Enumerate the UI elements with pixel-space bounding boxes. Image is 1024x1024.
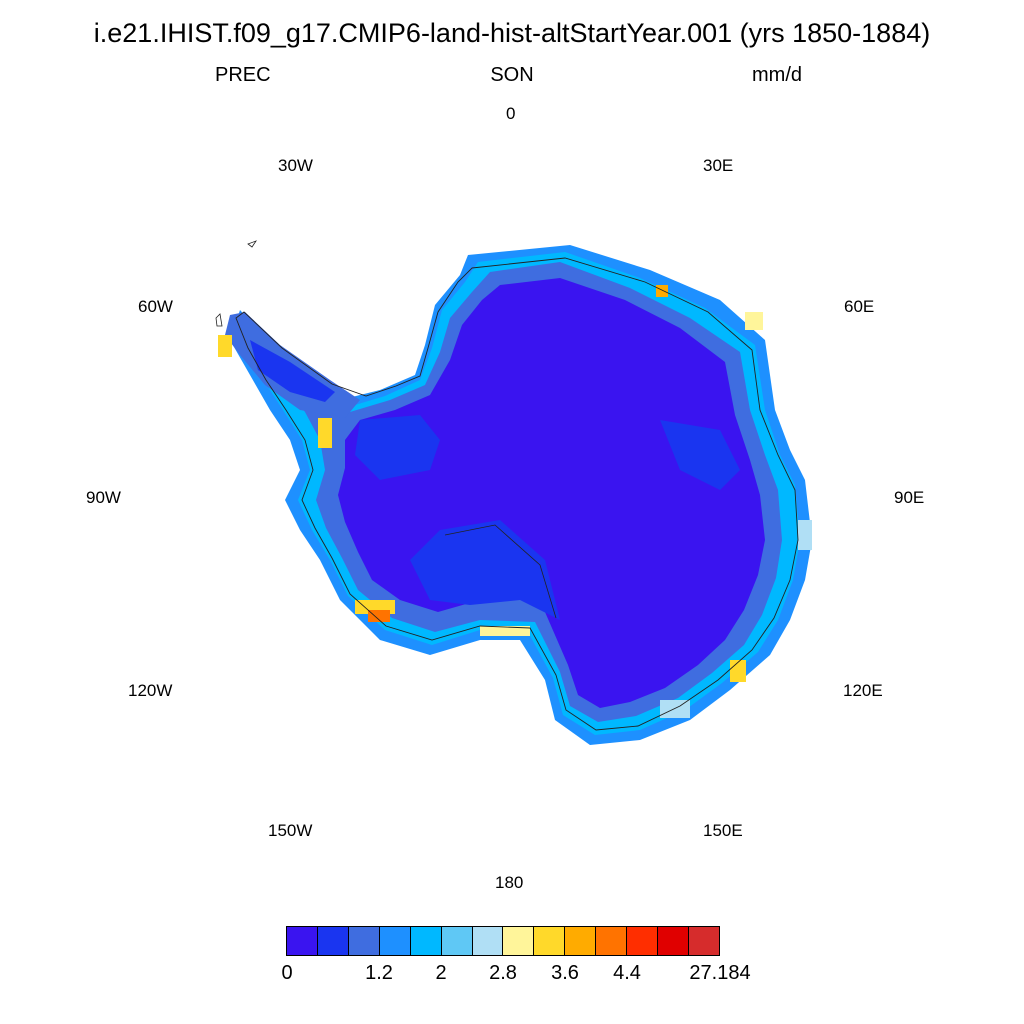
lon-label-60e: 60E <box>844 297 875 316</box>
colorbar-swatch-11 <box>627 927 659 955</box>
grounding-line <box>444 524 557 619</box>
hotspot-90e-edge <box>798 520 812 550</box>
colorbar-label-2-8: 2.8 <box>489 962 517 984</box>
colorbar-swatch-0 <box>287 927 318 955</box>
lon-label-60w: 60W <box>138 297 173 316</box>
colorbar-swatch-8 <box>534 927 566 955</box>
colorbar-swatch-12 <box>658 927 689 955</box>
colorbar-label-max: 27.184 <box>689 962 751 984</box>
island-outline <box>247 240 258 248</box>
hotspot-120e <box>730 660 746 682</box>
colorbar-label-2: 2 <box>435 962 447 984</box>
lon-label-150w: 150W <box>268 821 313 840</box>
colorbar-swatch-10 <box>596 927 628 955</box>
lon-label-0: 0 <box>506 104 516 123</box>
lon-label-120e: 120E <box>843 681 883 700</box>
plot-title: i.e21.IHIST.f09_g17.CMIP6-land-hist-altS… <box>93 18 931 48</box>
colorbar-label-3-6: 3.6 <box>551 962 579 984</box>
coastline <box>235 257 799 731</box>
colorbar-label-4-4: 4.4 <box>613 962 641 984</box>
peninsula-interior <box>250 340 335 402</box>
island-outline-2 <box>215 313 223 327</box>
colorbar-label-0: 0 <box>281 962 293 984</box>
colorbar-swatch-9 <box>565 927 597 955</box>
lon-label-90e: 90E <box>894 488 925 507</box>
colorbar-swatch-7 <box>503 927 535 955</box>
lon-label-30e: 30E <box>703 156 734 175</box>
lon-label-150e: 150E <box>703 821 743 840</box>
colorbar-swatch-4 <box>410 927 442 955</box>
colorbar-swatch-6 <box>472 927 504 955</box>
hotspot-peninsula-w <box>218 335 232 357</box>
east-coast-shelf <box>660 420 740 490</box>
hotspot-45e <box>656 285 668 297</box>
colorbar-swatch-13 <box>688 927 719 955</box>
colorbar-swatch-3 <box>379 927 411 955</box>
hotspot-60e <box>745 312 763 330</box>
colorbar-swatch-2 <box>348 927 380 955</box>
lon-label-120w: 120W <box>128 681 173 700</box>
hotspot-bellingshausen <box>318 418 332 448</box>
colorbar <box>286 926 720 956</box>
ice-shelf-west <box>355 415 440 480</box>
lon-label-30w: 30W <box>278 156 313 175</box>
colorbar-label-1-2: 1.2 <box>365 962 393 984</box>
colorbar-swatch-1 <box>317 927 349 955</box>
lon-label-90w: 90W <box>86 488 121 507</box>
hotspot-amundsen-core <box>368 610 390 622</box>
colorbar-swatch-5 <box>441 927 473 955</box>
ice-shelf <box>410 520 560 620</box>
lon-label-180: 180 <box>495 873 524 892</box>
units-label: mm/d <box>752 64 802 86</box>
variable-label: PREC <box>215 64 271 86</box>
season-label: SON <box>490 64 534 86</box>
hotspot-ross-coast <box>480 626 530 636</box>
